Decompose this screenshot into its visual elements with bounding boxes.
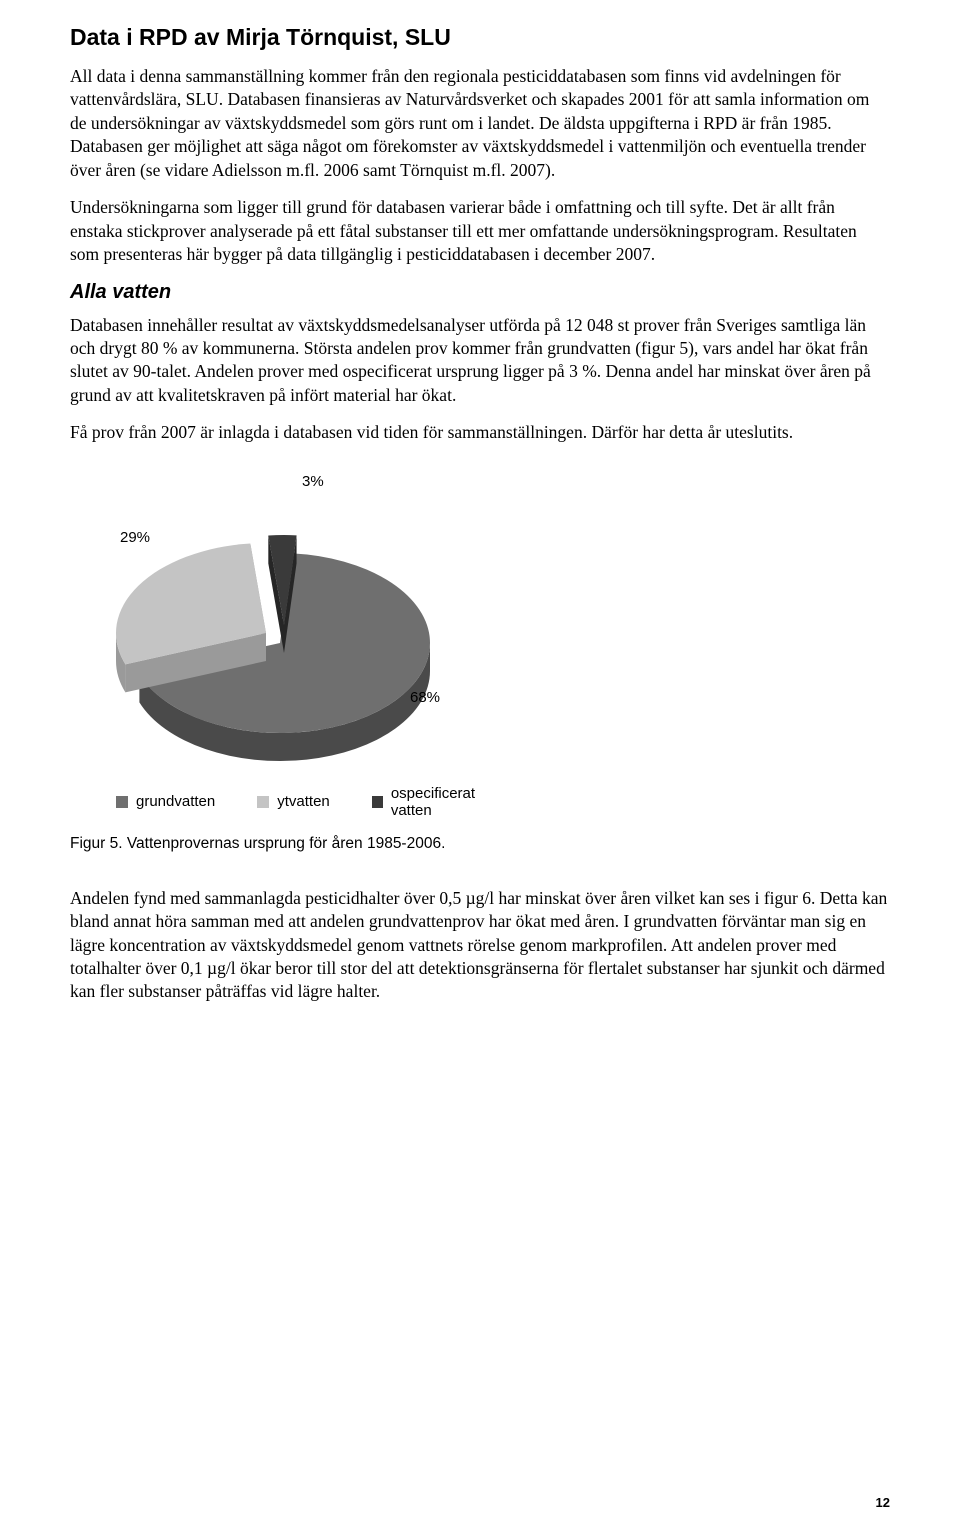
pie-label-ytvatten: 29% [120, 529, 150, 546]
subheading-alla-vatten: Alla vatten [70, 281, 890, 304]
legend-label: ospecificerat vatten [391, 785, 510, 819]
page-number: 12 [876, 1495, 890, 1510]
legend-label: grundvatten [136, 793, 215, 810]
legend-item-ospec: ospecificerat vatten [372, 785, 510, 819]
paragraph-3: Databasen innehåller resultat av växtsky… [70, 314, 890, 408]
paragraph-1: All data i denna sammanställning kommer … [70, 65, 890, 182]
paragraph-5: Andelen fynd med sammanlagda pesticidhal… [70, 887, 890, 1004]
figure-5-pie-chart: 3% 29% 68% grundvatten ytvatten ospecifi… [70, 473, 510, 813]
pie-chart-svg [70, 473, 510, 783]
legend-item-ytvatten: ytvatten [257, 793, 330, 810]
legend-label: ytvatten [277, 793, 330, 810]
legend-swatch-icon [116, 796, 128, 808]
legend-swatch-icon [372, 796, 383, 808]
paragraph-2: Undersökningarna som ligger till grund f… [70, 196, 890, 266]
pie-label-grundvatten: 68% [410, 689, 440, 706]
paragraph-4: Få prov från 2007 är inlagda i databasen… [70, 421, 890, 444]
page-title: Data i RPD av Mirja Törnquist, SLU [70, 24, 890, 51]
page: Data i RPD av Mirja Törnquist, SLU All d… [0, 0, 960, 1532]
pie-label-ospec: 3% [302, 473, 324, 490]
figure-5-caption: Figur 5. Vattenprovernas ursprung för år… [70, 835, 890, 853]
pie-legend: grundvatten ytvatten ospecificerat vatte… [116, 785, 510, 819]
legend-item-grundvatten: grundvatten [116, 793, 215, 810]
legend-swatch-icon [257, 796, 269, 808]
